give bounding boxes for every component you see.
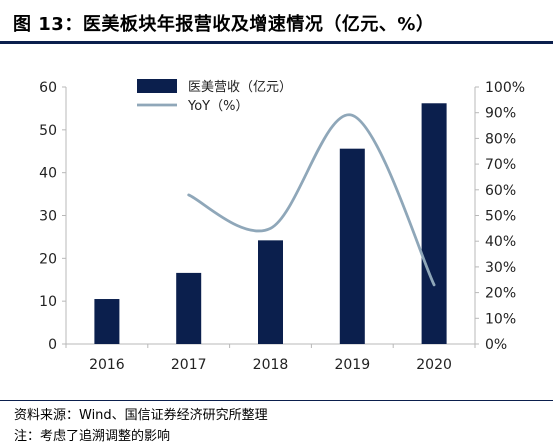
x-tick-label: 2017 <box>171 357 207 373</box>
legend-label-yoy: YoY（%） <box>187 99 248 114</box>
yoy-line <box>187 113 436 287</box>
legend-label-revenue: 医美营收（亿元） <box>188 80 292 95</box>
y-left-tick-label: 60 <box>39 80 57 96</box>
legend-swatch-revenue <box>137 79 177 93</box>
x-tick-label: 2019 <box>334 357 370 373</box>
chart: 0 10 20 30 40 50 60 0% 10% 20% 30% 40% 50% 60% 70% 80% 9… <box>39 79 525 373</box>
y-left-tick-label: 20 <box>39 251 57 267</box>
bar-revenue-2018 <box>258 240 283 344</box>
y-left-tick-label: 30 <box>39 209 57 225</box>
y-right-tick-label: 20% <box>485 286 516 302</box>
x-tick-label: 2016 <box>89 357 125 373</box>
y-right-tick-label: 80% <box>485 131 516 147</box>
y-right-tick-label: 40% <box>485 234 516 250</box>
y-right-tick-label: 70% <box>485 157 516 173</box>
y-right-tick-label: 30% <box>485 260 516 276</box>
bar-revenue-2017 <box>176 272 202 344</box>
y-left-tick-label: 50 <box>39 123 57 139</box>
bar-revenue-2016 <box>94 299 120 344</box>
y-left-tick-label: 0 <box>48 337 57 353</box>
title-bar: 图 13：医美板块年报营收及增速情况（亿元、%） <box>0 0 553 44</box>
x-tick-label: 2020 <box>416 357 452 373</box>
bar-revenue-2020 <box>421 103 447 344</box>
y-right-tick-label: 50% <box>485 209 516 225</box>
x-tick-label: 2018 <box>253 357 289 373</box>
y-right-tick-label: 10% <box>485 311 516 327</box>
bar-revenue-2019 <box>339 148 365 344</box>
source-note: 资料来源：Wind、国信证券经济研究所整理 <box>14 408 268 423</box>
y-right-tick-label: 60% <box>485 183 516 199</box>
y-right-tick-label: 0% <box>485 337 507 353</box>
adjustment-note: 注：考虑了追溯调整的影响 <box>14 429 171 444</box>
y-left-tick-label: 10 <box>39 294 57 310</box>
chart-title: 图 13：医美板块年报营收及增速情况（亿元、%） <box>13 14 435 35</box>
y-right-tick-label: 90% <box>485 106 516 122</box>
footer-divider <box>0 400 553 401</box>
y-right-tick-label: 100% <box>485 80 525 96</box>
y-left-tick-label: 40 <box>39 166 57 182</box>
